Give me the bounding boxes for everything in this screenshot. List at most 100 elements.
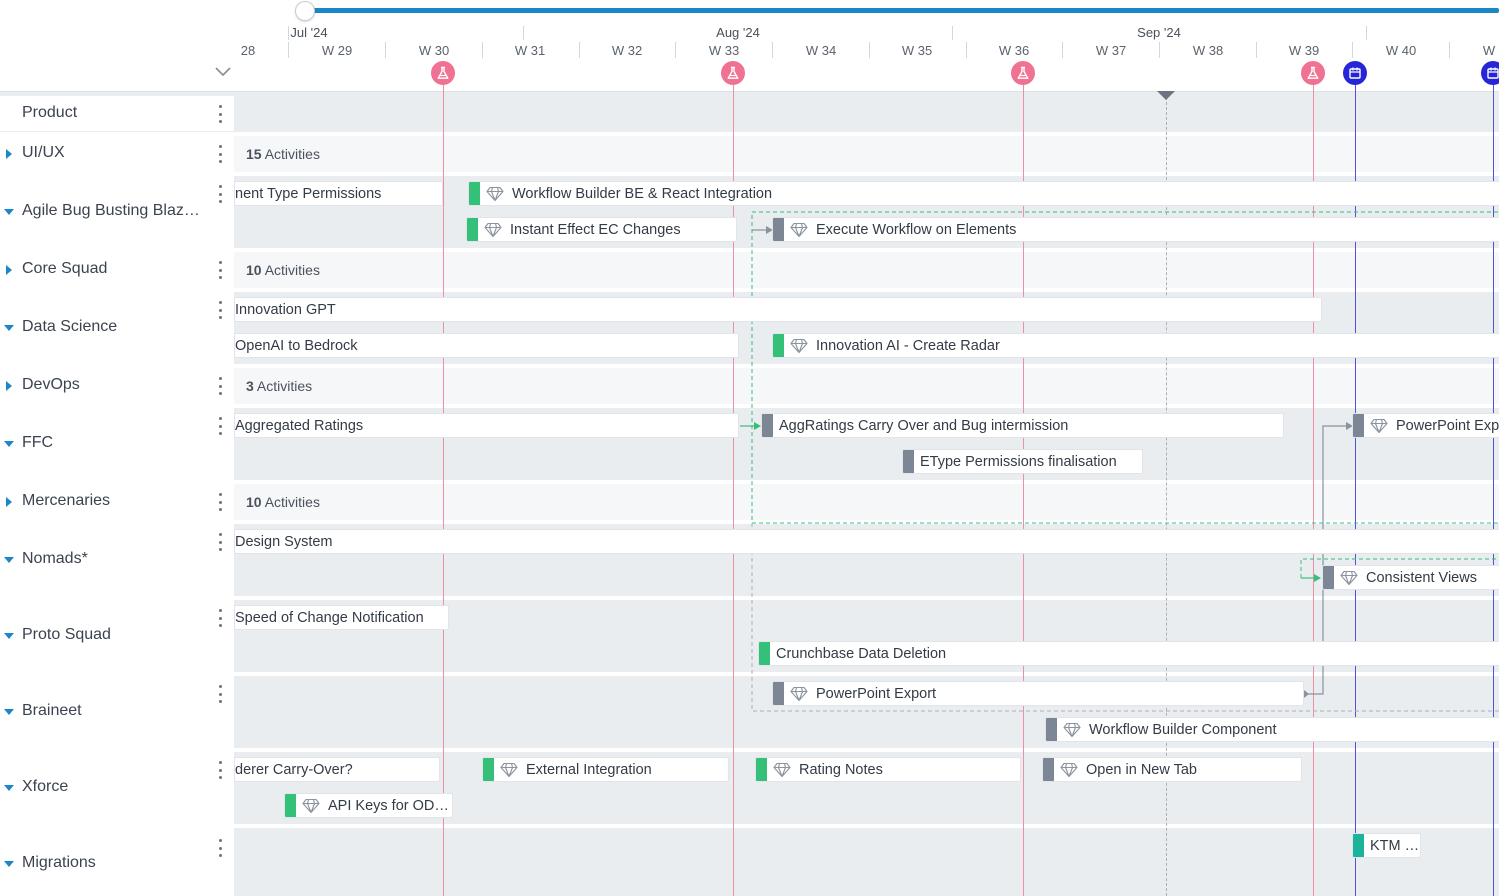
caret-right-icon[interactable] bbox=[4, 497, 14, 507]
caret-down-icon[interactable] bbox=[4, 207, 14, 217]
lane-header-agile-bug-busting[interactable]: Agile Bug Busting Blaz… bbox=[0, 176, 234, 248]
lane-header-migrations[interactable]: Migrations bbox=[0, 828, 234, 896]
gem-icon bbox=[484, 222, 502, 237]
more-vertical-icon[interactable] bbox=[216, 761, 224, 779]
caret-down-icon[interactable] bbox=[4, 707, 14, 717]
calendar-icon[interactable] bbox=[1343, 61, 1367, 85]
week-tick bbox=[1062, 42, 1063, 58]
lane-header-braineet[interactable]: Braineet bbox=[0, 676, 234, 748]
week-tick bbox=[869, 42, 870, 58]
activity-bar[interactable]: Open in New Tab bbox=[1042, 757, 1302, 782]
activity-bar[interactable]: Innovation GPT bbox=[234, 297, 1322, 322]
activity-bar[interactable]: Aggregated Ratings bbox=[234, 413, 739, 438]
activity-bar[interactable]: Execute Workflow on Elements bbox=[772, 217, 1499, 242]
more-vertical-icon[interactable] bbox=[216, 185, 224, 203]
flask-icon[interactable] bbox=[1011, 61, 1035, 85]
week-label: W 31 bbox=[514, 43, 546, 58]
month-tick bbox=[288, 26, 289, 40]
more-vertical-icon[interactable] bbox=[216, 105, 224, 123]
activity-bar[interactable]: API Keys for OD… bbox=[284, 793, 453, 818]
week-tick bbox=[1449, 42, 1450, 58]
more-vertical-icon[interactable] bbox=[216, 493, 224, 511]
more-vertical-icon[interactable] bbox=[216, 301, 224, 319]
more-vertical-icon[interactable] bbox=[216, 839, 224, 857]
more-vertical-icon[interactable] bbox=[216, 685, 224, 703]
week-label: 28 bbox=[240, 43, 256, 58]
lane-header-mercenaries[interactable]: Mercenaries bbox=[0, 484, 234, 520]
month-tick bbox=[952, 26, 953, 40]
caret-down-icon[interactable] bbox=[4, 323, 14, 333]
lane-name: Nomads* bbox=[22, 550, 88, 567]
more-vertical-icon[interactable] bbox=[216, 261, 224, 279]
more-vertical-icon[interactable] bbox=[216, 417, 224, 435]
month-tick bbox=[1366, 26, 1367, 40]
activity-bar[interactable]: Rating Notes bbox=[755, 757, 1021, 782]
flask-icon[interactable] bbox=[721, 61, 745, 85]
collapsed-lane-strip[interactable] bbox=[234, 484, 1499, 520]
activity-count: 10 Activities bbox=[246, 494, 320, 510]
collapsed-lane-strip[interactable] bbox=[234, 136, 1499, 172]
lane-header-ui-ux[interactable]: UI/UX bbox=[0, 136, 234, 172]
lane-row bbox=[0, 828, 1499, 896]
lane-header-data-science[interactable]: Data Science bbox=[0, 292, 234, 364]
activity-bar[interactable]: EType Permissions finalisation bbox=[902, 449, 1143, 474]
more-vertical-icon[interactable] bbox=[216, 609, 224, 627]
activity-bar[interactable]: Consistent Views bbox=[1322, 565, 1499, 590]
lane-name: Agile Bug Busting Blaz… bbox=[22, 202, 200, 219]
activity-bar[interactable]: AggRatings Carry Over and Bug intermissi… bbox=[761, 413, 1284, 438]
activity-bar[interactable]: KTM … bbox=[1352, 833, 1421, 858]
month-tick bbox=[523, 26, 524, 40]
gem-icon bbox=[773, 762, 791, 777]
more-vertical-icon[interactable] bbox=[216, 533, 224, 551]
caret-down-icon[interactable] bbox=[4, 631, 14, 641]
more-vertical-icon[interactable] bbox=[216, 377, 224, 395]
week-label: W 39 bbox=[1288, 43, 1320, 58]
week-tick bbox=[579, 42, 580, 58]
collapsed-lane-strip[interactable] bbox=[234, 368, 1499, 404]
chevron-down-icon[interactable] bbox=[213, 64, 233, 80]
flask-icon[interactable] bbox=[1301, 61, 1325, 85]
timeline-scroll-handle[interactable] bbox=[295, 1, 315, 21]
caret-right-icon[interactable] bbox=[4, 381, 14, 391]
lane-header-ffc[interactable]: FFC bbox=[0, 408, 234, 480]
more-vertical-icon[interactable] bbox=[216, 145, 224, 163]
lane-header-nomads[interactable]: Nomads* bbox=[0, 524, 234, 596]
activity-bar[interactable]: Design System bbox=[234, 529, 1499, 554]
activity-bar[interactable]: Workflow Builder BE & React Integration bbox=[468, 181, 1499, 206]
activity-bar[interactable]: External Integration bbox=[482, 757, 729, 782]
flask-icon[interactable] bbox=[431, 61, 455, 85]
caret-down-icon[interactable] bbox=[4, 555, 14, 565]
activity-bar[interactable]: Instant Effect EC Changes bbox=[466, 217, 737, 242]
calendar-icon[interactable] bbox=[1481, 61, 1499, 85]
timeline-scrollbar[interactable] bbox=[305, 8, 1499, 13]
activity-bar[interactable]: Workflow Builder Component bbox=[1045, 717, 1499, 742]
collapsed-lane-strip[interactable] bbox=[234, 252, 1499, 288]
gem-icon bbox=[302, 798, 320, 813]
month-label: Jul '24 bbox=[290, 25, 328, 40]
activity-bar[interactable]: Crunchbase Data Deletion bbox=[758, 641, 1499, 666]
lane-header-xforce[interactable]: Xforce bbox=[0, 752, 234, 824]
activity-bar[interactable]: PowerPoint Exp bbox=[1352, 413, 1499, 438]
caret-down-icon[interactable] bbox=[4, 783, 14, 793]
lane-name: Xforce bbox=[22, 778, 69, 795]
lane-header-proto-squad[interactable]: Proto Squad bbox=[0, 600, 234, 672]
activity-count: 15 Activities bbox=[246, 146, 320, 162]
lane-header-product[interactable]: Product bbox=[0, 96, 234, 131]
activity-bar[interactable]: Speed of Change Notification bbox=[234, 605, 449, 630]
caret-down-icon[interactable] bbox=[4, 859, 14, 869]
month-label: Aug '24 bbox=[716, 25, 760, 40]
caret-right-icon[interactable] bbox=[4, 149, 14, 159]
caret-right-icon[interactable] bbox=[4, 265, 14, 275]
timeline-header: Jul '24 Aug '24 Sep '24 28 W 29 W 30 W 3… bbox=[0, 0, 1499, 92]
lane-header-core-squad[interactable]: Core Squad bbox=[0, 252, 234, 288]
activity-bar[interactable]: PowerPoint Export bbox=[772, 681, 1304, 706]
lane-header-devops[interactable]: DevOps bbox=[0, 368, 234, 404]
week-label: W 33 bbox=[708, 43, 740, 58]
activity-bar[interactable]: derer Carry-Over? bbox=[234, 757, 440, 782]
week-tick bbox=[1256, 42, 1257, 58]
activity-bar[interactable]: OpenAI to Bedrock bbox=[234, 333, 739, 358]
activity-bar[interactable]: Innovation AI - Create Radar bbox=[772, 333, 1499, 358]
week-tick bbox=[966, 42, 967, 58]
caret-down-icon[interactable] bbox=[4, 439, 14, 449]
activity-bar[interactable]: nent Type Permissions bbox=[234, 181, 443, 206]
